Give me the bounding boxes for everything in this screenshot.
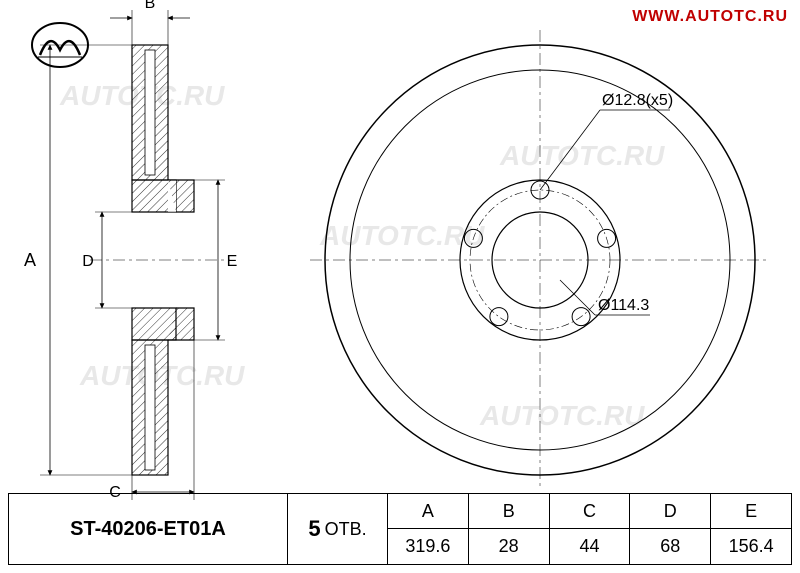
table-value: 156.4 <box>711 529 792 565</box>
table-header: E <box>711 493 792 529</box>
brand-logo <box>30 15 90 75</box>
table-header: A <box>388 493 469 529</box>
holes-count: 5ОТВ. <box>288 493 388 565</box>
url-watermark: WWW.AUTOTC.RU <box>632 8 788 26</box>
table-value: 68 <box>630 529 711 565</box>
table-header-row: A B C D E <box>388 493 792 529</box>
table-header: D <box>630 493 711 529</box>
spec-panel: ST-40206-ET01A 5ОТВ. A B C D E 319.6 28 … <box>8 493 792 565</box>
center-bore-callout: Ø114.3 <box>598 297 649 314</box>
table-value: 28 <box>469 529 550 565</box>
dimension-table: A B C D E 319.6 28 44 68 156.4 <box>388 493 792 565</box>
table-header: B <box>469 493 550 529</box>
table-value: 44 <box>550 529 631 565</box>
dim-label-e: E <box>227 253 238 270</box>
bolt-hole-callout: Ø12.8(x5) <box>602 92 673 109</box>
part-number: ST-40206-ET01A <box>8 493 288 565</box>
dim-label-a: A <box>24 250 36 270</box>
dim-label-b: B <box>145 0 156 12</box>
technical-drawing: Ø12.8(x5) Ø114.3 A B <box>0 0 800 500</box>
table-value-row: 319.6 28 44 68 156.4 <box>388 529 792 565</box>
table-header: C <box>550 493 631 529</box>
front-view: Ø12.8(x5) Ø114.3 <box>310 30 770 490</box>
table-value: 319.6 <box>388 529 469 565</box>
dim-label-d: D <box>82 253 94 270</box>
